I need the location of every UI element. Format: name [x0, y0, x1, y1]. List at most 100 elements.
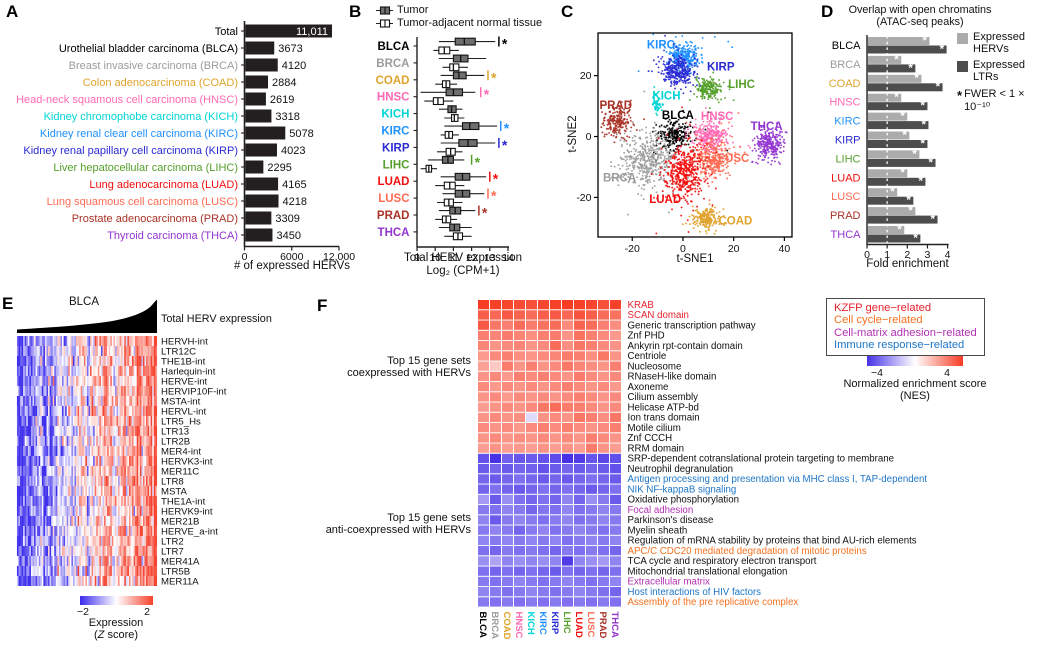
- a-bar-value: 4218: [283, 196, 307, 208]
- panel-a-xlabel: # of expressed HERVs: [233, 260, 351, 272]
- panel-f-group2-line1: Top 15 gene sets: [387, 512, 471, 524]
- f-col-label: KICH: [525, 612, 536, 635]
- legend-item-normal: Tumor-adjacent normal tissue: [376, 17, 542, 30]
- panel-b: 9 10 11 12 13 14 BLCA * BRCA COAD * HNSC * KICH KIRC * K…: [376, 36, 514, 265]
- d-cat-label: BRCA: [830, 59, 861, 71]
- a-bar-value: 4120: [282, 60, 306, 72]
- e-row-label: LTR8: [161, 476, 184, 487]
- c-cluster-label: THCA: [751, 121, 783, 133]
- d-cat-label: BLCA: [832, 40, 861, 52]
- a-xtick-label: 6000: [280, 251, 304, 263]
- gene-set-category: Immune response−related: [834, 339, 965, 352]
- d-bar-herv: [867, 55, 902, 64]
- panel-a: 0 6000 12,000 Total 11,011 Urothelial bladder…: [16, 21, 355, 263]
- d-cat-label: HNSC: [829, 97, 860, 109]
- a-bar-value: 3318: [275, 111, 299, 123]
- d-bar-ltr: [867, 215, 938, 224]
- c-cluster-label: KIRP: [707, 61, 735, 73]
- d-xtick-label: 1: [884, 249, 890, 261]
- d-sig-star: *: [906, 195, 911, 207]
- gene-set-category: KZFP gene−related: [834, 302, 932, 314]
- f-col-label: THCA: [609, 612, 620, 639]
- b-sig-star: *: [502, 137, 508, 153]
- e-row-label: THE1A-int: [161, 496, 206, 507]
- d-cat-label: PRAD: [830, 210, 861, 222]
- f-row-label: Helicase ATP-bd: [628, 402, 699, 413]
- a-bar: [245, 92, 266, 106]
- colorbar-max-tick: 2: [144, 606, 150, 618]
- d-bar-herv: [867, 150, 920, 159]
- significance-star: *: [957, 88, 963, 103]
- f-row-label: Mitochondrial translational elongation: [628, 566, 788, 577]
- c-cluster-label: PRAD: [599, 100, 632, 112]
- c-ytick-label: 20: [580, 70, 592, 82]
- d-cat-label: KIRP: [835, 135, 861, 147]
- c-cluster-label: KICH: [652, 90, 680, 102]
- b-xtick-label: 12: [466, 252, 478, 264]
- legend-item-expressed-ltrs: Expressed LTRs: [957, 59, 1050, 83]
- e-row-label: HERVE_a-int: [161, 526, 218, 537]
- f-row-label: Extracellular matrix: [628, 577, 711, 588]
- panel-b-xlabel-line2: Log₂ (CPM+1): [426, 265, 500, 277]
- a-bar-value: 2619: [270, 94, 294, 106]
- fwer-note: * FWER < 1 × 10⁻¹⁰: [957, 88, 1050, 113]
- d-bar-herv: [867, 226, 905, 234]
- f-row-label: Cilium assembly: [628, 392, 699, 403]
- d-bar-ltr: [867, 83, 943, 92]
- d-bar-ltr: [867, 140, 928, 148]
- expression-colorbar: [80, 596, 153, 605]
- e-row-label: HERVL-int: [161, 406, 206, 417]
- a-bar: [245, 228, 273, 242]
- f-col-label: BLCA: [477, 612, 488, 639]
- f-col-label: HNSC: [513, 612, 524, 639]
- c-xtick-label: 40: [779, 243, 791, 255]
- panel-c-ylabel: t-SNE2: [567, 115, 579, 153]
- f-heatmap-cells: [478, 300, 621, 607]
- f-row-label: SRP-dependent cotranslational protein ta…: [628, 454, 895, 465]
- boxplot-glyph-normal-icon: [376, 19, 393, 28]
- gene-set-category-legend: KZFP gene−related Cell cycle−related Cell-…: [826, 298, 985, 356]
- panel-d: BLCA BRCA COAD HNSC KIRC KIRP LIHC LUAD LUSC PRAD…: [829, 35, 951, 261]
- d-bar-herv: [867, 93, 902, 102]
- d-sig-star: *: [921, 120, 926, 132]
- f-col-label: LIHC: [561, 612, 572, 634]
- d-bar-ltr: [867, 177, 926, 186]
- a-bar-value: 11,011: [296, 26, 328, 38]
- e-row-label: THE1B-int: [161, 356, 206, 367]
- a-row-label: Prostate adenocarcinoma (PRAD): [72, 213, 238, 225]
- panel-c-xlabel: t-SNE1: [676, 253, 714, 265]
- c-xtick-label: -20: [625, 243, 640, 255]
- a-row-label: Colon adenocarcinoma (COAD): [83, 77, 238, 89]
- e-row-label: MSTA: [161, 486, 188, 497]
- d-bar-ltr: [867, 196, 914, 205]
- a-bar: [245, 109, 272, 123]
- c-cluster-label: BLCA: [662, 110, 694, 122]
- b-sig-star: *: [491, 188, 497, 204]
- nes-label-line1: Normalized enrichment score: [843, 378, 987, 390]
- e-expression-ramp: [17, 299, 157, 333]
- d-bar-herv: [867, 37, 930, 45]
- b-cat-label: HNSC: [377, 92, 410, 104]
- legend-label: Expressed: [973, 31, 1025, 43]
- gene-set-category: Cell-matrix adhesion−related: [834, 326, 977, 339]
- a-bar: [245, 58, 278, 72]
- d-sig-star: *: [929, 157, 934, 169]
- b-cat-label: KIRP: [382, 142, 410, 154]
- d-bar-ltr: [867, 64, 916, 73]
- f-row-label: RNaseH-like domain: [628, 372, 717, 383]
- f-col-label: KIRP: [549, 612, 560, 635]
- d-sig-star: *: [890, 187, 895, 199]
- a-bar-value: 3450: [276, 230, 300, 242]
- b-cat-label: LUSC: [378, 193, 409, 205]
- d-sig-star: *: [908, 63, 913, 75]
- c-cluster-label: KIRC: [647, 40, 675, 52]
- f-row-label: Ion trans domain: [628, 413, 700, 424]
- b-xtick-label: 9: [414, 252, 420, 264]
- gene-set-category: Cell cycle−related: [834, 314, 923, 327]
- e-row-label: HERVK9-int: [161, 506, 213, 517]
- f-row-label: Host interactions of HIV factors: [628, 587, 762, 598]
- f-col-label: KIRC: [537, 612, 548, 635]
- b-cat-label: LIHC: [383, 159, 410, 171]
- d-sig-star: *: [940, 44, 945, 56]
